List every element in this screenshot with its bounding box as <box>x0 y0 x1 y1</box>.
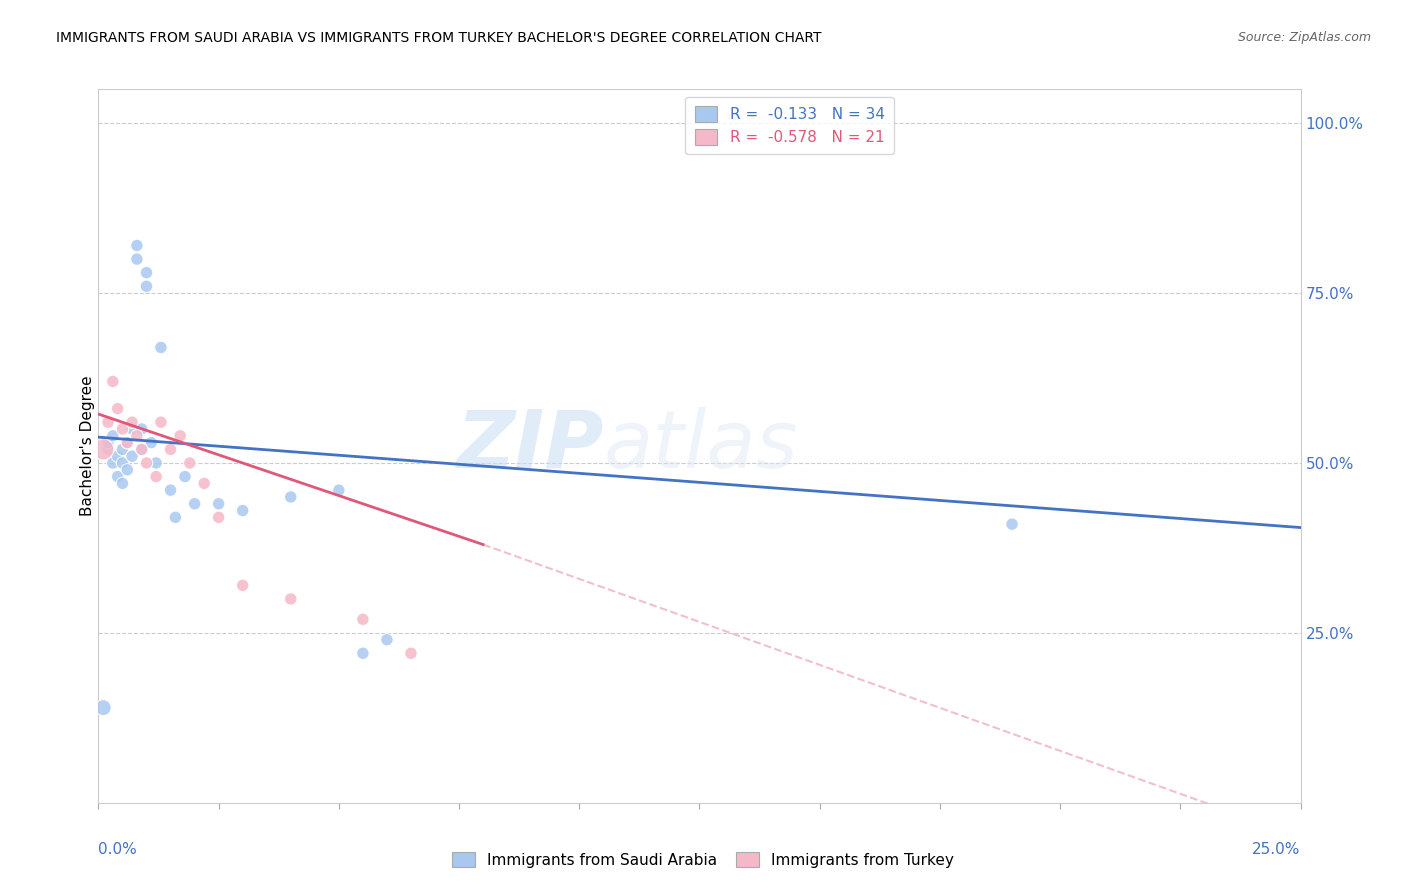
Point <box>165 510 187 524</box>
Point <box>107 469 129 483</box>
Point <box>97 435 120 450</box>
Point <box>125 252 148 266</box>
Point <box>1001 517 1024 532</box>
Point <box>399 646 422 660</box>
Point <box>107 449 129 463</box>
Text: Source: ZipAtlas.com: Source: ZipAtlas.com <box>1237 31 1371 45</box>
Point <box>101 375 124 389</box>
Point <box>159 483 181 498</box>
Legend: R =  -0.133   N = 34, R =  -0.578   N = 21: R = -0.133 N = 34, R = -0.578 N = 21 <box>685 97 894 154</box>
Point <box>101 429 124 443</box>
Point <box>125 429 148 443</box>
Point <box>91 700 114 714</box>
Point <box>169 429 191 443</box>
Point <box>117 463 139 477</box>
Point <box>121 422 143 436</box>
Point <box>174 469 197 483</box>
Point <box>328 483 350 498</box>
Point <box>208 497 231 511</box>
Text: 25.0%: 25.0% <box>1253 842 1301 857</box>
Point <box>135 456 157 470</box>
Point <box>111 456 134 470</box>
Point <box>91 442 114 457</box>
Text: atlas: atlas <box>603 407 799 485</box>
Point <box>111 442 134 457</box>
Point <box>111 422 134 436</box>
Point <box>193 476 215 491</box>
Point <box>121 415 143 429</box>
Point <box>179 456 201 470</box>
Point <box>121 449 143 463</box>
Point <box>145 469 167 483</box>
Point <box>183 497 205 511</box>
Point <box>97 415 120 429</box>
Point <box>117 435 139 450</box>
Text: IMMIGRANTS FROM SAUDI ARABIA VS IMMIGRANTS FROM TURKEY BACHELOR'S DEGREE CORRELA: IMMIGRANTS FROM SAUDI ARABIA VS IMMIGRAN… <box>56 31 821 45</box>
Legend: Immigrants from Saudi Arabia, Immigrants from Turkey: Immigrants from Saudi Arabia, Immigrants… <box>444 844 962 875</box>
Point <box>131 442 153 457</box>
Point <box>97 442 120 457</box>
Point <box>352 646 374 660</box>
Point <box>117 435 139 450</box>
Point <box>131 442 153 457</box>
Point <box>208 510 231 524</box>
Point <box>125 238 148 252</box>
Point <box>149 341 172 355</box>
Point <box>135 279 157 293</box>
Point <box>141 435 163 450</box>
Y-axis label: Bachelor's Degree: Bachelor's Degree <box>80 376 94 516</box>
Point <box>375 632 398 647</box>
Point <box>131 422 153 436</box>
Text: ZIP: ZIP <box>456 407 603 485</box>
Point <box>352 612 374 626</box>
Point <box>149 415 172 429</box>
Point <box>101 456 124 470</box>
Point <box>232 503 254 517</box>
Point <box>107 401 129 416</box>
Point <box>280 490 302 504</box>
Text: 0.0%: 0.0% <box>98 842 138 857</box>
Point <box>111 476 134 491</box>
Point <box>145 456 167 470</box>
Point <box>135 266 157 280</box>
Point <box>232 578 254 592</box>
Point <box>159 442 181 457</box>
Point <box>280 591 302 606</box>
